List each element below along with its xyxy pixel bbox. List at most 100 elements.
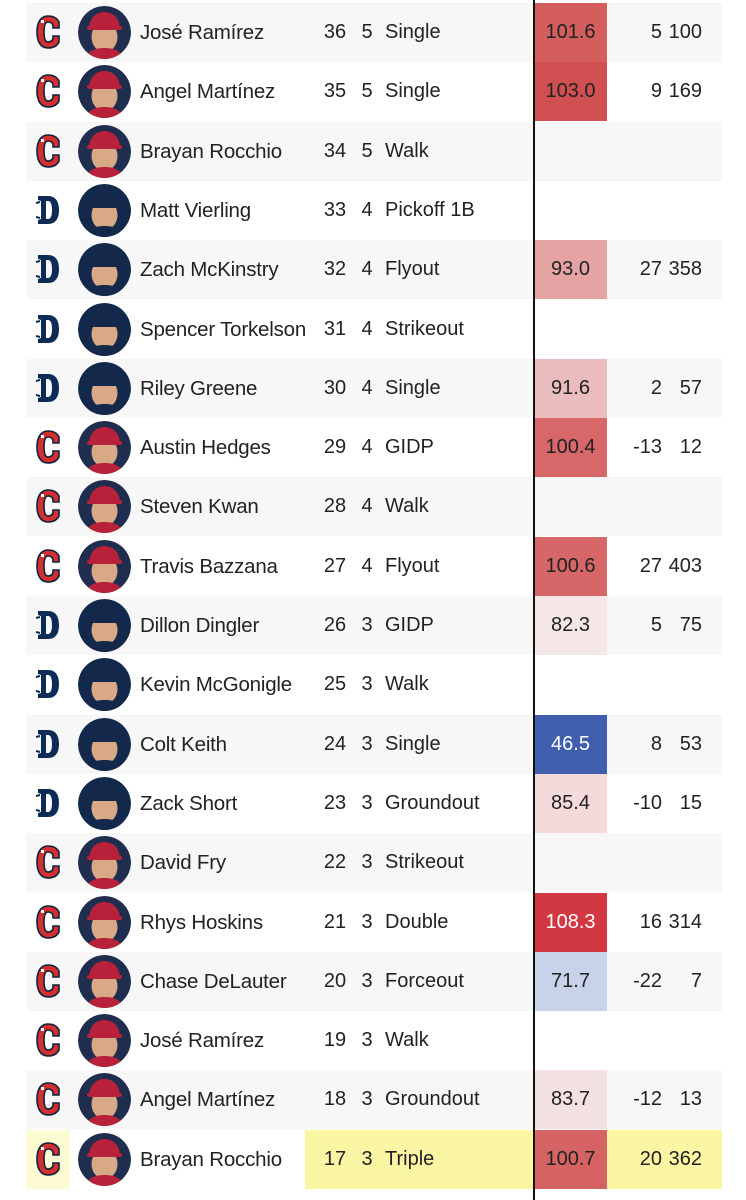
- player-name[interactable]: Riley Greene: [140, 376, 258, 400]
- inning: 4: [361, 317, 373, 340]
- player-name[interactable]: Dillon Dingler: [140, 614, 260, 637]
- avatar: [78, 243, 131, 297]
- avatar: [78, 658, 131, 712]
- distance: 314: [668, 910, 702, 933]
- player-name[interactable]: Angel Martínez: [140, 80, 276, 104]
- exit-velocity: 71.7: [534, 951, 607, 1011]
- avatar: [78, 954, 131, 1008]
- guardians-c-icon: [26, 833, 70, 892]
- guardians-c-icon: [26, 477, 70, 536]
- table-row[interactable]: Zack Short 23 3 Groundout 85.4 -10 15: [26, 773, 722, 833]
- table-row[interactable]: Spencer Torkelson 31 4 Strikeout: [26, 299, 722, 359]
- launch-angle: 27: [639, 258, 662, 281]
- table-row[interactable]: Brayan Rocchio 17 3 Triple 100.7 20 362: [26, 1129, 722, 1189]
- result: Single: [385, 21, 441, 43]
- tigers-d-icon: [26, 181, 70, 240]
- inning: 3: [361, 614, 373, 636]
- launch-angle: 5: [650, 21, 662, 43]
- player-name[interactable]: Zach McKinstry: [140, 258, 279, 282]
- pa-number: 18: [323, 1088, 347, 1111]
- avatar: [78, 1073, 131, 1127]
- table-row[interactable]: Matt Vierling 33 4 Pickoff 1B: [26, 180, 722, 240]
- player-name[interactable]: Brayan Rocchio: [140, 139, 282, 163]
- exit-velocity: 93.0: [534, 240, 607, 300]
- player-name[interactable]: Steven Kwan: [140, 495, 259, 519]
- player-name[interactable]: Rhys Hoskins: [140, 910, 263, 934]
- avatar: [78, 599, 131, 652]
- distance: [662, 1011, 722, 1070]
- player-photo-cell: [78, 3, 132, 62]
- player-name[interactable]: José Ramírez: [140, 21, 265, 44]
- table-row[interactable]: Chase DeLauter 20 3 Forceout 71.7 -22 7: [26, 951, 722, 1011]
- avatar: [78, 124, 131, 178]
- guardians-c-icon: [26, 3, 70, 62]
- player-name[interactable]: Spencer Torkelson: [140, 317, 307, 341]
- table-row[interactable]: Steven Kwan 28 4 Walk: [26, 477, 722, 537]
- player-name[interactable]: David Fry: [140, 851, 226, 875]
- player-name[interactable]: Angel Martínez: [140, 1088, 276, 1112]
- player-name[interactable]: Matt Vierling: [140, 198, 251, 222]
- launch-angle: 9: [650, 80, 662, 103]
- table-row[interactable]: José Ramírez 19 3 Walk: [26, 1011, 722, 1071]
- guardians-c-icon: [26, 1129, 70, 1189]
- table-row[interactable]: Angel Martínez 35 5 Single 103.0 9 169: [26, 62, 722, 122]
- exit-velocity: [534, 1011, 607, 1070]
- player-photo-cell: [78, 1070, 132, 1129]
- pa-number: 24: [323, 732, 347, 755]
- result: Strikeout: [385, 851, 464, 874]
- player-photo-cell: [78, 537, 132, 596]
- table-row[interactable]: Austin Hedges 29 4 GIDP 100.4 -13 12: [26, 418, 722, 478]
- result: Walk: [385, 495, 429, 518]
- distance: 362: [662, 1129, 722, 1189]
- pa-number: 28: [323, 495, 347, 518]
- table-row[interactable]: Travis Bazzana 27 4 Flyout 100.6 27 403: [26, 536, 722, 596]
- player-name[interactable]: José Ramírez: [140, 1029, 265, 1053]
- tigers-d-icon: [26, 359, 70, 418]
- avatar: [78, 717, 131, 771]
- table-row[interactable]: José Ramírez 36 5 Single 101.6 5 100: [26, 3, 722, 62]
- player-name[interactable]: Chase DeLauter: [140, 969, 287, 993]
- table-row[interactable]: Rhys Hoskins 21 3 Double 108.3 16 314: [26, 892, 722, 952]
- player-name[interactable]: Austin Hedges: [140, 436, 271, 460]
- avatar: [78, 421, 131, 475]
- table-row[interactable]: Riley Greene 30 4 Single 91.6 2 57: [26, 358, 722, 418]
- table-row[interactable]: Angel Martínez 18 3 Groundout 83.7 -12 13: [26, 1070, 722, 1130]
- launch-angle: 8: [650, 732, 662, 755]
- distance: 12: [679, 436, 702, 459]
- result: Single: [385, 80, 441, 103]
- pa-number: 27: [323, 554, 347, 577]
- result: Triple: [385, 1129, 535, 1189]
- tigers-d-icon: [26, 240, 70, 299]
- exit-velocity: 100.7: [534, 1129, 607, 1189]
- table-row[interactable]: Dillon Dingler 26 3 GIDP 82.3 5 75: [26, 596, 722, 655]
- table-row[interactable]: Brayan Rocchio 34 5 Walk: [26, 121, 722, 181]
- result: Strikeout: [385, 317, 464, 340]
- player-name[interactable]: Brayan Rocchio: [140, 1147, 282, 1171]
- table-row[interactable]: Colt Keith 24 3 Single 46.5 8 53: [26, 714, 722, 774]
- table-row[interactable]: Zach McKinstry 32 4 Flyout 93.0 27 358: [26, 240, 722, 300]
- inning: 5: [361, 80, 373, 103]
- player-name[interactable]: Travis Bazzana: [140, 554, 278, 578]
- player-photo-cell: [78, 181, 132, 240]
- result: Double: [385, 910, 449, 933]
- player-photo-cell: [78, 893, 132, 952]
- player-name[interactable]: Zack Short: [140, 791, 238, 815]
- launch-angle: 20: [607, 1129, 662, 1189]
- player-photo-cell: [78, 774, 132, 833]
- table-row[interactable]: Kevin McGonigle 25 3 Walk: [26, 655, 722, 715]
- distance: 100: [668, 21, 702, 43]
- inning: 3: [361, 1088, 373, 1111]
- pa-number: 36: [323, 21, 347, 43]
- pa-number: 20: [323, 969, 347, 992]
- inning: 3: [361, 732, 373, 755]
- player-photo-cell: [78, 833, 132, 892]
- table-row[interactable]: David Fry 22 3 Strikeout: [26, 833, 722, 893]
- launch-angle: -22: [633, 969, 662, 992]
- result: Flyout: [385, 554, 440, 577]
- inning: 3: [361, 673, 373, 696]
- pa-number: 33: [323, 198, 347, 221]
- player-name[interactable]: Kevin McGonigle: [140, 673, 292, 697]
- player-name[interactable]: Colt Keith: [140, 732, 227, 756]
- inning: 3: [361, 969, 373, 992]
- launch-angle: 16: [639, 910, 662, 933]
